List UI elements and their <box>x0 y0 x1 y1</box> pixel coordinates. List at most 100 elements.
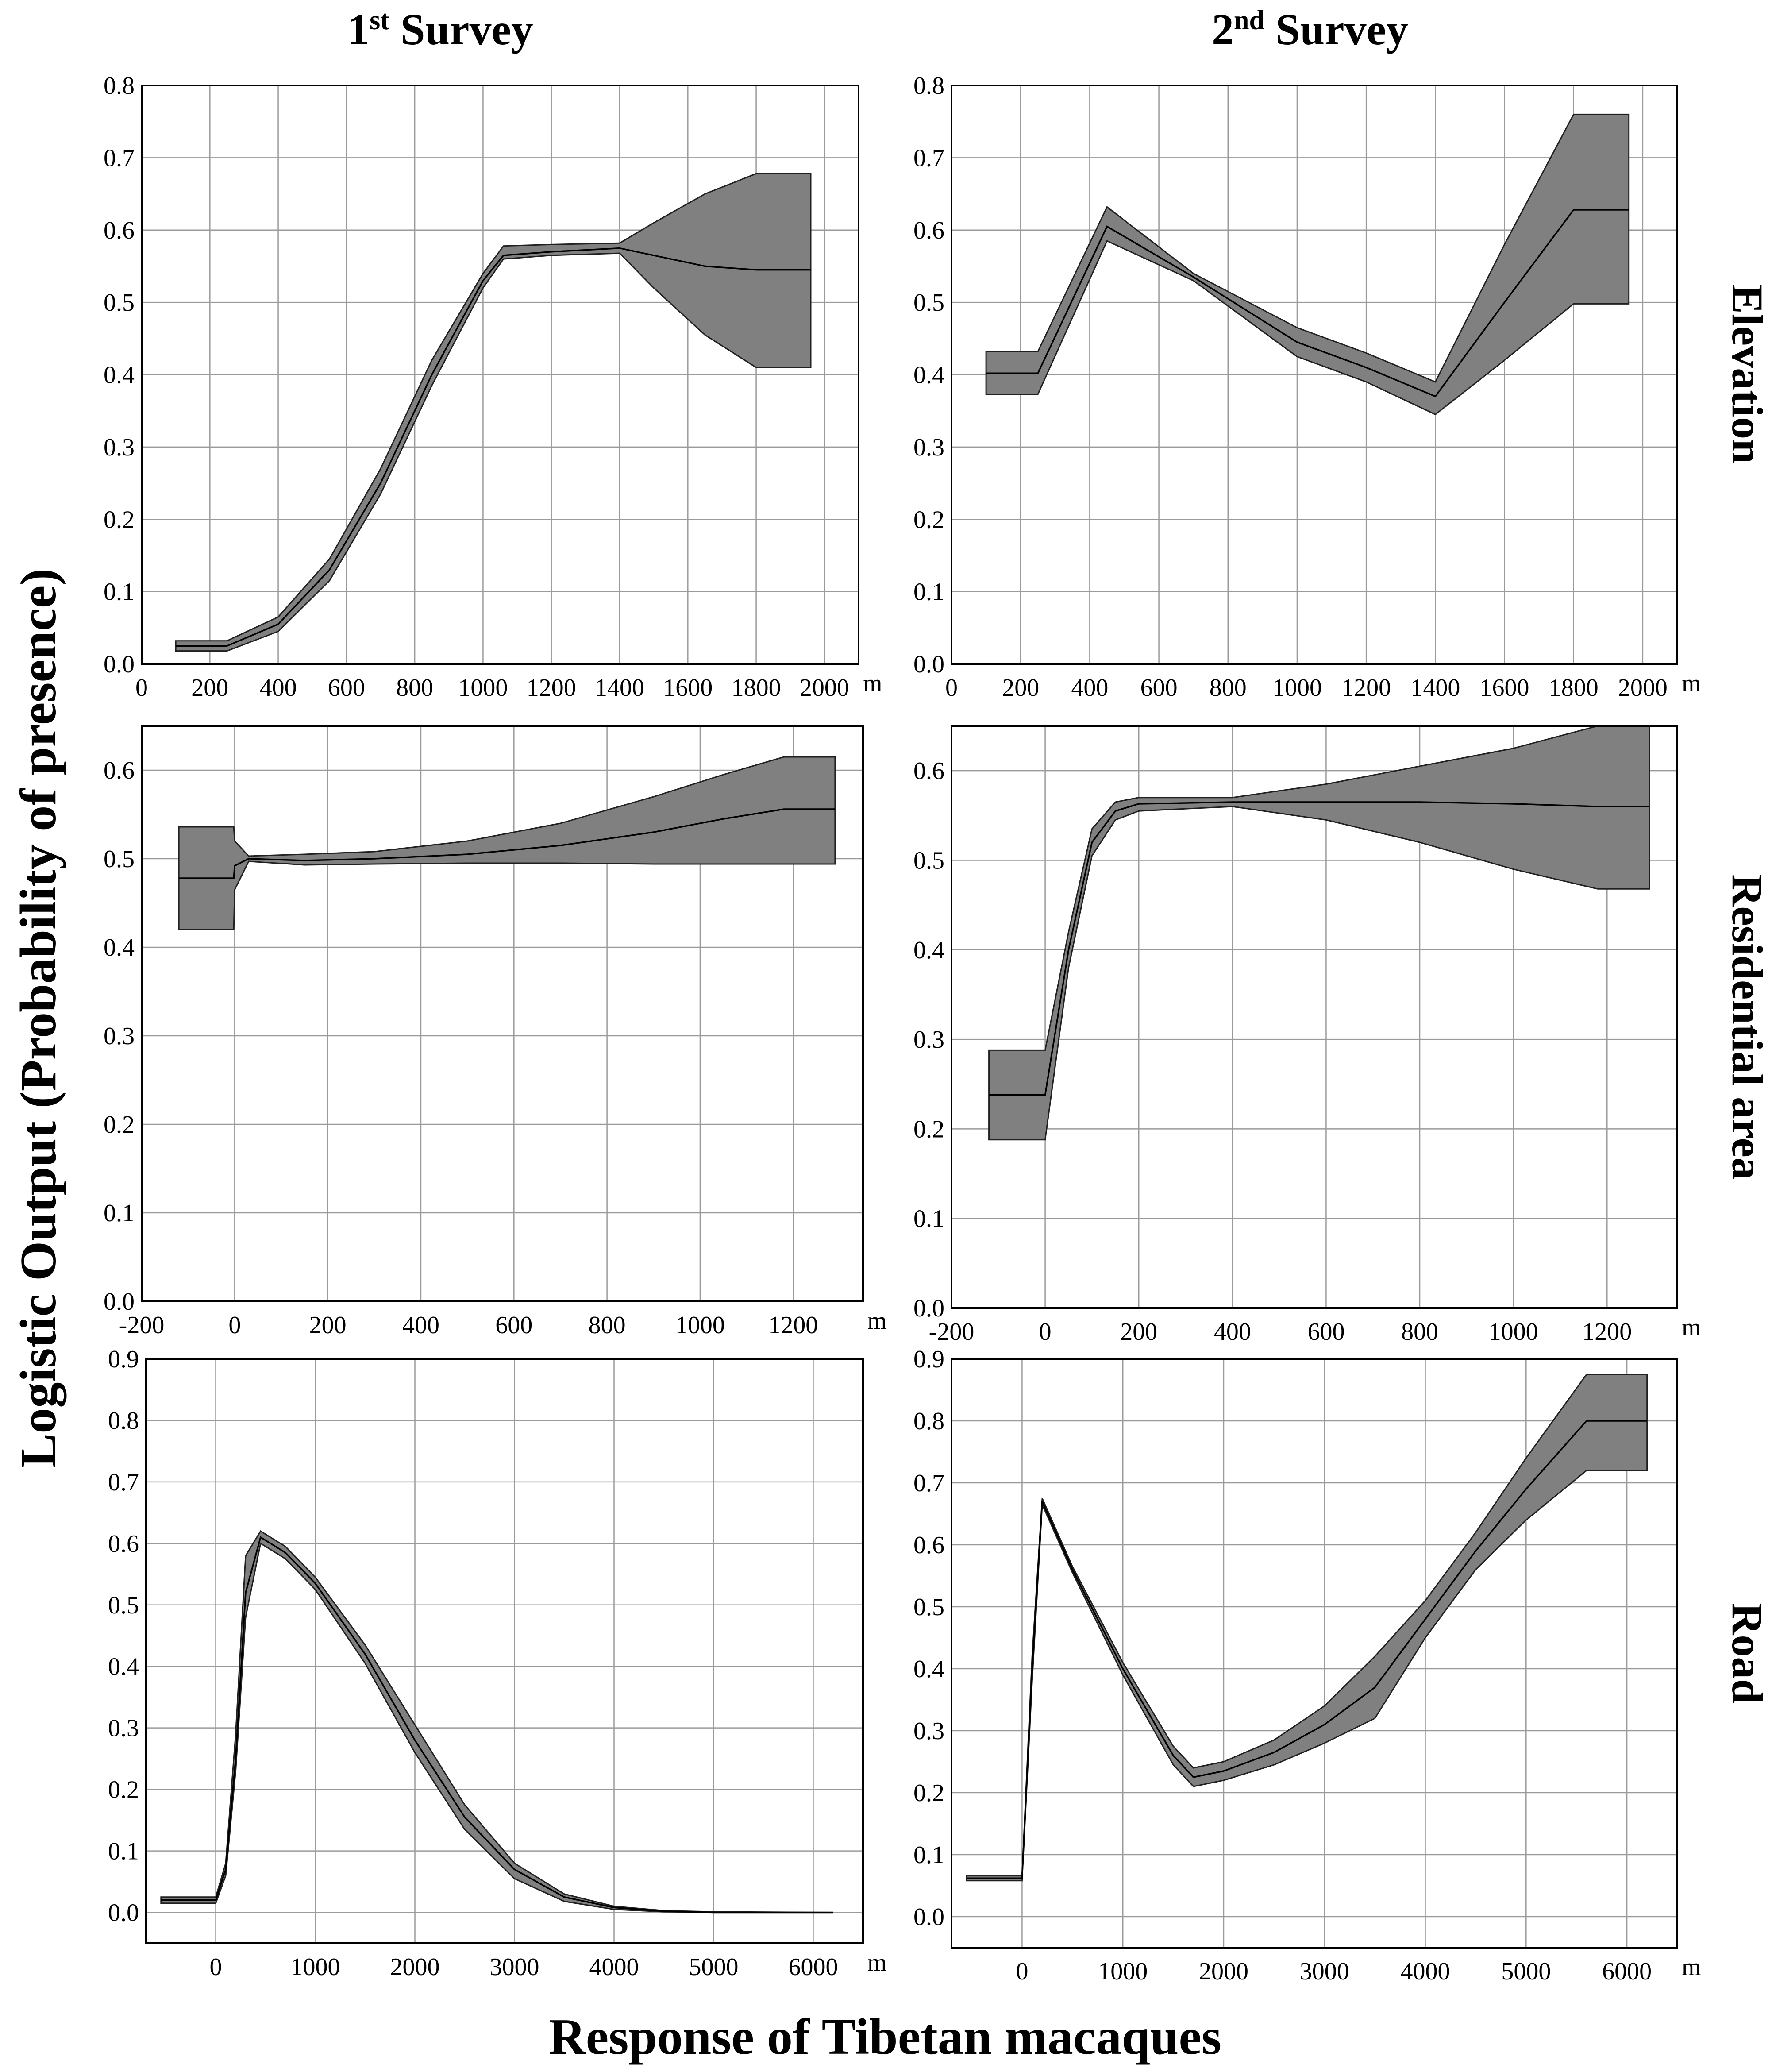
x-tick-label: 6000 <box>1602 1958 1652 1985</box>
x-tick-label: 200 <box>309 1312 347 1339</box>
y-tick-label: 0.3 <box>913 434 944 461</box>
y-tick-label: 0.3 <box>913 1717 944 1745</box>
plot-frame <box>141 85 859 665</box>
y-tick-label: 0.0 <box>104 651 135 678</box>
x-tick-label: 400 <box>402 1312 439 1339</box>
x-tick-label: 1000 <box>1098 1958 1148 1985</box>
x-axis-label: Response of Tibetan macaques <box>549 2009 1221 2065</box>
y-tick-label: 0.9 <box>913 1346 944 1373</box>
x-tick-label: 2000 <box>800 674 849 702</box>
mean-response-line <box>986 209 1629 397</box>
y-tick-label: 0.8 <box>108 1407 139 1435</box>
y-tick-label: 0.2 <box>913 1115 944 1143</box>
x-tick-label: 600 <box>1307 1318 1344 1346</box>
x-unit-label: m <box>1682 1314 1701 1341</box>
x-tick-label: 200 <box>1002 674 1039 702</box>
x-tick-label: 0 <box>1039 1318 1052 1346</box>
y-tick-label: 0.3 <box>913 1026 944 1053</box>
x-tick-label: 1400 <box>1410 674 1460 702</box>
x-unit-label: m <box>863 670 882 697</box>
confidence-band <box>985 113 1630 416</box>
y-tick-label: 0.7 <box>104 144 135 172</box>
x-tick-label: 800 <box>396 674 433 702</box>
x-tick-label: 0 <box>228 1312 241 1339</box>
x-tick-label: 1200 <box>1582 1318 1632 1346</box>
panel-road-1: 0.0 0.1 0.2 0.3 0.4 0.5 0.6 0.7 0.8 0.9 0 1000 2000 3… <box>108 1346 887 1981</box>
y-tick-label: 0.0 <box>108 1899 139 1927</box>
y-tick-label: 0.6 <box>108 1530 139 1558</box>
x-tick-label: 1800 <box>1549 674 1599 702</box>
y-tick-label: 0.9 <box>108 1346 139 1373</box>
y-tick-label: 0.3 <box>104 1022 135 1050</box>
y-tick-label: 0.4 <box>108 1653 139 1681</box>
y-tick-label: 0.5 <box>104 845 135 873</box>
mean-response-line <box>176 247 811 647</box>
x-tick-label: 200 <box>191 674 228 702</box>
x-tick-label: 1400 <box>595 674 644 702</box>
confidence-band <box>178 756 836 930</box>
y-tick-label: 0.8 <box>104 72 135 100</box>
y-tick-label: 0.2 <box>108 1776 139 1804</box>
x-tick-label: -200 <box>929 1318 975 1346</box>
x-unit-label: m <box>867 1949 887 1976</box>
x-tick-label: 2000 <box>390 1953 440 1981</box>
x-tick-label: 400 <box>260 674 297 702</box>
x-tick-label: 1200 <box>527 674 576 702</box>
y-tick-label: 0.5 <box>108 1592 139 1619</box>
y-tick-label: 0.6 <box>913 1532 944 1559</box>
confidence-band <box>160 1530 833 1913</box>
x-tick-label: 6000 <box>789 1953 838 1981</box>
y-tick-label: 0.8 <box>913 72 944 100</box>
x-tick-label: 600 <box>328 674 365 702</box>
y-tick-label: 0.3 <box>104 434 135 461</box>
x-unit-label: m <box>1682 670 1701 697</box>
x-tick-label: 1000 <box>458 674 508 702</box>
x-tick-label: 400 <box>1214 1318 1251 1346</box>
y-tick-label: 0.1 <box>913 579 944 606</box>
x-tick-label: 1600 <box>1480 674 1529 702</box>
x-tick-label: 200 <box>1120 1318 1157 1346</box>
y-tick-label: 0.2 <box>913 1779 944 1807</box>
x-tick-label: 0 <box>1016 1958 1028 1985</box>
y-tick-label: 0.6 <box>104 217 135 244</box>
plot-frame <box>951 85 1678 665</box>
y-tick-label: 0.0 <box>104 1288 135 1316</box>
y-tick-label: 0.1 <box>913 1205 944 1233</box>
mean-response-line <box>967 1420 1647 1879</box>
x-tick-label: 0 <box>210 1953 222 1981</box>
column-title-first-survey: 1st Survey <box>347 5 533 54</box>
y-tick-label: 0.1 <box>913 1841 944 1869</box>
x-tick-label: 800 <box>1210 674 1247 702</box>
y-tick-label: 0.5 <box>913 847 944 874</box>
y-tick-label: 0.8 <box>913 1408 944 1435</box>
y-tick-label: 0.1 <box>108 1838 139 1865</box>
y-tick-label: 0.4 <box>913 1655 944 1683</box>
x-tick-label: 3000 <box>1300 1958 1349 1985</box>
confidence-band <box>175 173 812 652</box>
y-tick-label: 0.7 <box>913 144 944 172</box>
x-unit-label: m <box>1682 1953 1701 1981</box>
x-tick-label: 4000 <box>1401 1958 1450 1985</box>
y-tick-label: 0.0 <box>913 651 944 678</box>
plot-frame <box>145 1358 864 1944</box>
x-tick-label: 1000 <box>1272 674 1322 702</box>
plot-frame <box>951 725 1678 1309</box>
x-tick-label: 0 <box>945 674 958 702</box>
plot-frame <box>141 725 864 1302</box>
y-tick-label: 0.0 <box>913 1903 944 1931</box>
y-tick-label: 0.2 <box>104 506 135 533</box>
panel-res-1: 0.0 0.1 0.2 0.3 0.4 0.5 0.6 -200 0 200 400 600 800 10… <box>104 725 887 1339</box>
x-tick-label: 4000 <box>589 1953 639 1981</box>
panel-elev-2: 0.0 0.1 0.2 0.3 0.4 0.5 0.6 0.7 0.8 0 200 400 600 800… <box>913 72 1701 702</box>
y-tick-label: 0.5 <box>913 1594 944 1621</box>
panel-res-2: 0.0 0.1 0.2 0.3 0.4 0.5 0.6 -200 0 200 400 600 800 10… <box>913 725 1701 1346</box>
y-tick-label: 0.4 <box>913 362 944 389</box>
confidence-band <box>966 1374 1648 1882</box>
y-tick-label: 0.6 <box>913 217 944 244</box>
column-title-second-survey: 2nd Survey <box>1212 5 1408 54</box>
confidence-band <box>988 725 1650 1141</box>
row-title-residential-area: Residential area <box>1723 874 1772 1180</box>
x-tick-label: 1800 <box>732 674 781 702</box>
y-tick-label: 0.1 <box>104 1200 135 1227</box>
